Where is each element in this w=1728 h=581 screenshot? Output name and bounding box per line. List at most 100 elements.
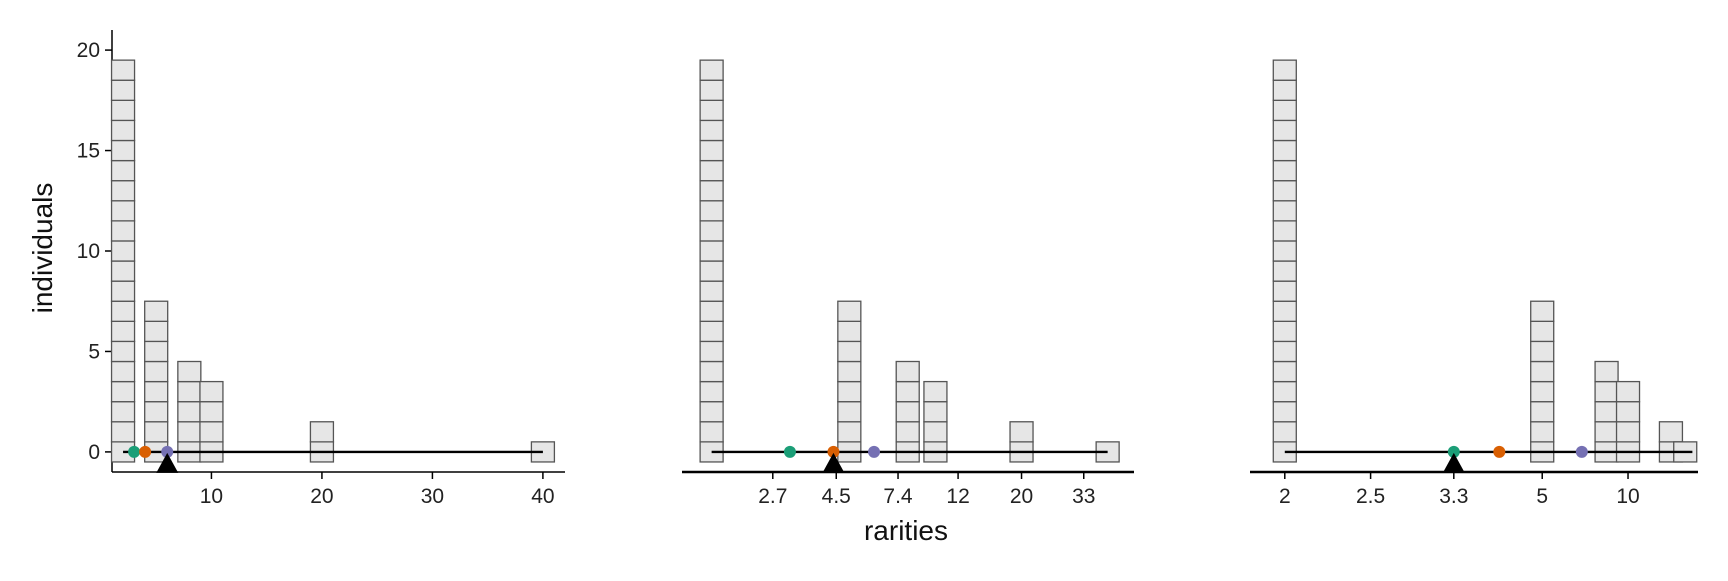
box-panel-3-bar-2-unit-5	[1530, 360, 1555, 383]
box-panel-3-bar-3-unit-2	[1594, 421, 1619, 443]
x-tick-label-panel-1-40: 40	[531, 485, 554, 508]
box-panel-2-bar-1-unit-17	[699, 119, 724, 142]
box-panel-2-bar-3-unit-5	[895, 360, 920, 383]
box-panel-1-bar-4-unit-3	[199, 401, 224, 423]
box-panel-3-bar-1-unit-2	[1272, 421, 1297, 443]
box-panel-2-bar-5-unit-2	[1009, 421, 1034, 443]
box-panel-2-bar-1-unit-12	[699, 220, 724, 242]
box-panel-3-bar-1-unit-10	[1272, 260, 1297, 282]
box-panel-2-bar-2-unit-8	[837, 300, 862, 322]
box-panel-3-bar-2-unit-7	[1530, 320, 1555, 343]
y-tick-label-20: 20	[77, 39, 100, 62]
box-panel-2-bar-1-unit-16	[699, 139, 724, 162]
box-panel-1-bar-3-unit-2	[177, 421, 202, 443]
box-panel-3-bar-4-unit-2	[1615, 421, 1641, 443]
box-panel-3-bar-1-unit-9	[1272, 280, 1297, 302]
box-panel-1-bar-1-unit-3	[110, 401, 136, 423]
box-panel-1-bar-2-unit-2	[144, 421, 169, 443]
box-panel-1-bar-1-unit-15	[110, 159, 136, 182]
box-panel-1-bar-2-unit-7	[144, 320, 169, 343]
box-panel-3-bar-1-unit-3	[1272, 401, 1297, 423]
box-panel-3-bar-5-unit-2	[1658, 421, 1684, 443]
box-panel-3-bar-2-unit-2	[1530, 421, 1555, 443]
box-panel-3-bar-2-unit-6	[1530, 340, 1555, 363]
box-panel-1-bar-1-unit-2	[110, 421, 136, 443]
box-panel-2-bar-1-unit-9	[699, 280, 724, 302]
box-panel-2-bar-1-unit-19	[699, 79, 724, 101]
green-dot-panel-3	[1447, 445, 1460, 458]
x-tick-label-panel-1-20: 20	[310, 485, 333, 508]
box-panel-1-bar-4-unit-4	[199, 380, 224, 403]
x-tick-label-panel-2-33: 33	[1072, 485, 1095, 508]
x-tick-label-panel-3-3.3: 3.3	[1439, 485, 1468, 508]
y-tick-label-15: 15	[77, 140, 100, 163]
box-panel-1-bar-2-unit-8	[144, 300, 169, 322]
box-panel-1-bar-2-unit-6	[144, 340, 169, 363]
box-panel-2-bar-1-unit-8	[699, 300, 724, 322]
box-panel-3-bar-1-unit-12	[1272, 220, 1297, 242]
box-panel-3-bar-1-unit-4	[1272, 380, 1297, 403]
box-panel-2-bar-2-unit-6	[837, 340, 862, 363]
orange-dot-panel-1	[139, 445, 152, 458]
box-panel-3-bar-1-unit-19	[1272, 79, 1297, 101]
x-tick-label-panel-2-12: 12	[946, 485, 969, 508]
triangle-marker-panel-1	[156, 452, 179, 473]
box-panel-2-bar-1-unit-14	[699, 180, 724, 202]
x-tick-label-panel-2-2.7: 2.7	[758, 485, 787, 508]
box-panel-1-bar-1-unit-19	[110, 79, 136, 101]
box-panel-1-bar-1-unit-17	[110, 119, 136, 142]
x-tick-label-panel-1-30: 30	[421, 485, 444, 508]
box-panel-2-bar-2-unit-2	[837, 421, 862, 443]
box-panel-3-bar-1-unit-15	[1272, 159, 1297, 182]
box-panel-2-bar-4-unit-4	[923, 380, 948, 403]
box-panel-2-bar-1-unit-6	[699, 340, 724, 363]
purple-dot-panel-1	[161, 445, 174, 458]
box-panel-1-bar-1-unit-11	[110, 240, 136, 262]
box-panel-2-bar-1-unit-10	[699, 260, 724, 282]
box-panel-2-bar-1-unit-13	[699, 200, 724, 222]
box-panel-1-bar-1-unit-5	[110, 360, 136, 383]
box-panel-2-bar-4-unit-3	[923, 401, 948, 423]
box-panel-2-bar-2-unit-5	[837, 360, 862, 383]
box-panel-2-bar-1-unit-5	[699, 360, 724, 383]
box-panel-1-bar-1-unit-12	[110, 220, 136, 242]
box-panel-2-bar-1-unit-15	[699, 159, 724, 182]
box-panel-3-bar-1-unit-14	[1272, 180, 1297, 202]
box-panel-2-bar-3-unit-4	[895, 380, 920, 403]
box-panel-1-bar-1-unit-18	[110, 99, 136, 122]
x-tick-label-panel-3-2: 2	[1279, 485, 1291, 508]
box-panel-3-bar-1-unit-13	[1272, 200, 1297, 222]
box-panel-1-bar-1-unit-16	[110, 139, 136, 162]
box-panel-1-bar-1-unit-20	[110, 59, 136, 81]
box-panel-3-bar-1-unit-5	[1272, 360, 1297, 383]
green-dot-panel-1	[128, 445, 141, 458]
box-panel-1-bar-1-unit-7	[110, 320, 136, 343]
box-panel-2-bar-1-unit-2	[699, 421, 724, 443]
x-tick-label-panel-3-10: 10	[1616, 485, 1639, 508]
x-tick-label-panel-2-20: 20	[1010, 485, 1033, 508]
box-panel-1-bar-3-unit-5	[177, 360, 202, 383]
box-panel-1-bar-2-unit-4	[144, 380, 169, 403]
x-tick-label-panel-1-10: 10	[200, 485, 223, 508]
orange-dot-panel-2	[827, 445, 840, 458]
box-panel-1-bar-2-unit-5	[144, 360, 169, 383]
box-panel-3-bar-3-unit-4	[1594, 380, 1619, 403]
box-panel-3-bar-1-unit-17	[1272, 119, 1297, 142]
x-tick-label-panel-2-7.4: 7.4	[883, 485, 913, 508]
box-panel-1-bar-1-unit-14	[110, 180, 136, 202]
box-panel-3-bar-1-unit-8	[1272, 300, 1297, 322]
box-panel-1-bar-3-unit-3	[177, 401, 202, 423]
purple-dot-panel-2	[868, 445, 881, 458]
box-panel-2-bar-2-unit-3	[837, 401, 862, 423]
box-panel-3-bar-1-unit-16	[1272, 139, 1297, 162]
x-tick-label-panel-2-4.5: 4.5	[822, 485, 851, 508]
box-panel-1-bar-1-unit-8	[110, 300, 136, 322]
box-panel-2-bar-1-unit-7	[699, 320, 724, 343]
box-panel-1-bar-2-unit-3	[144, 401, 169, 423]
box-panel-2-bar-2-unit-7	[837, 320, 862, 343]
triangle-marker-panel-3	[1442, 452, 1465, 473]
box-panel-3-bar-3-unit-5	[1594, 360, 1619, 383]
orange-dot-panel-3	[1493, 445, 1506, 458]
x-tick-label-panel-3-5: 5	[1536, 485, 1548, 508]
